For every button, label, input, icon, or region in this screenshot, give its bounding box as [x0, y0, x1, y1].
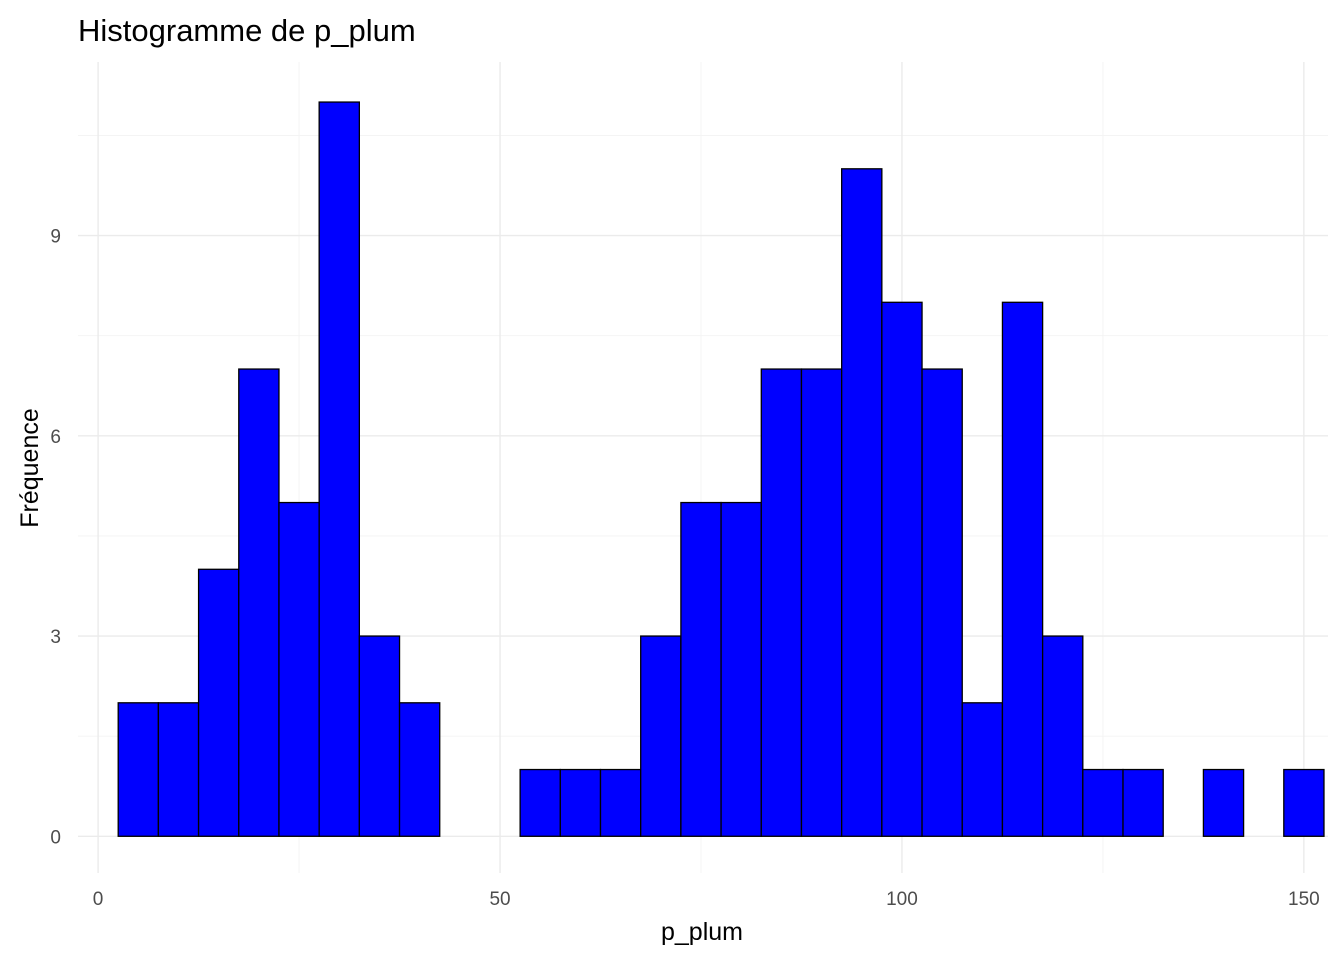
- histogram-bar: [278, 501, 320, 837]
- histogram-bar: [599, 768, 642, 837]
- histogram-bar: [1202, 768, 1245, 837]
- histogram-bar: [1283, 768, 1325, 837]
- histogram-bar: [197, 568, 240, 837]
- y-axis-ticks: 0 3 6 9: [50, 227, 61, 849]
- histogram-bar: [238, 368, 280, 837]
- histogram-bar: [640, 635, 682, 837]
- histogram-bar: [800, 368, 843, 837]
- histogram-bar: [720, 501, 762, 837]
- histogram-bar: [921, 368, 963, 837]
- y-tick-label: 0: [50, 827, 61, 848]
- y-tick-label: 9: [50, 227, 61, 248]
- y-axis-title: Fréquence: [16, 408, 44, 528]
- x-axis-ticks: 0 50 100 150: [93, 889, 1320, 910]
- histogram-bar: [1041, 635, 1084, 837]
- x-tick-label: 150: [1288, 889, 1320, 910]
- histogram-bar: [398, 702, 441, 837]
- histogram-bars: [117, 101, 1325, 837]
- histogram-bar: [760, 368, 803, 837]
- histogram-bar: [680, 501, 722, 837]
- chart-title: Histogramme de p_plum: [78, 13, 416, 48]
- x-tick-label: 0: [93, 889, 104, 910]
- histogram-bar: [1122, 768, 1164, 837]
- histogram-bar: [157, 702, 200, 837]
- histogram-bar: [1082, 768, 1124, 837]
- x-tick-label: 50: [489, 889, 510, 910]
- histogram-bar: [117, 702, 160, 837]
- x-tick-label: 100: [886, 889, 918, 910]
- histogram-bar: [961, 702, 1004, 837]
- histogram-bar: [519, 768, 561, 837]
- histogram-bar: [559, 768, 602, 837]
- histogram-bar: [881, 301, 923, 837]
- histogram-bar: [1001, 301, 1044, 837]
- histogram-bar: [841, 168, 883, 837]
- x-axis-title: p_plum: [661, 918, 743, 946]
- histogram-bar: [318, 101, 361, 837]
- histogram-bar: [358, 635, 401, 837]
- y-tick-label: 6: [50, 427, 61, 448]
- y-tick-label: 3: [50, 627, 61, 648]
